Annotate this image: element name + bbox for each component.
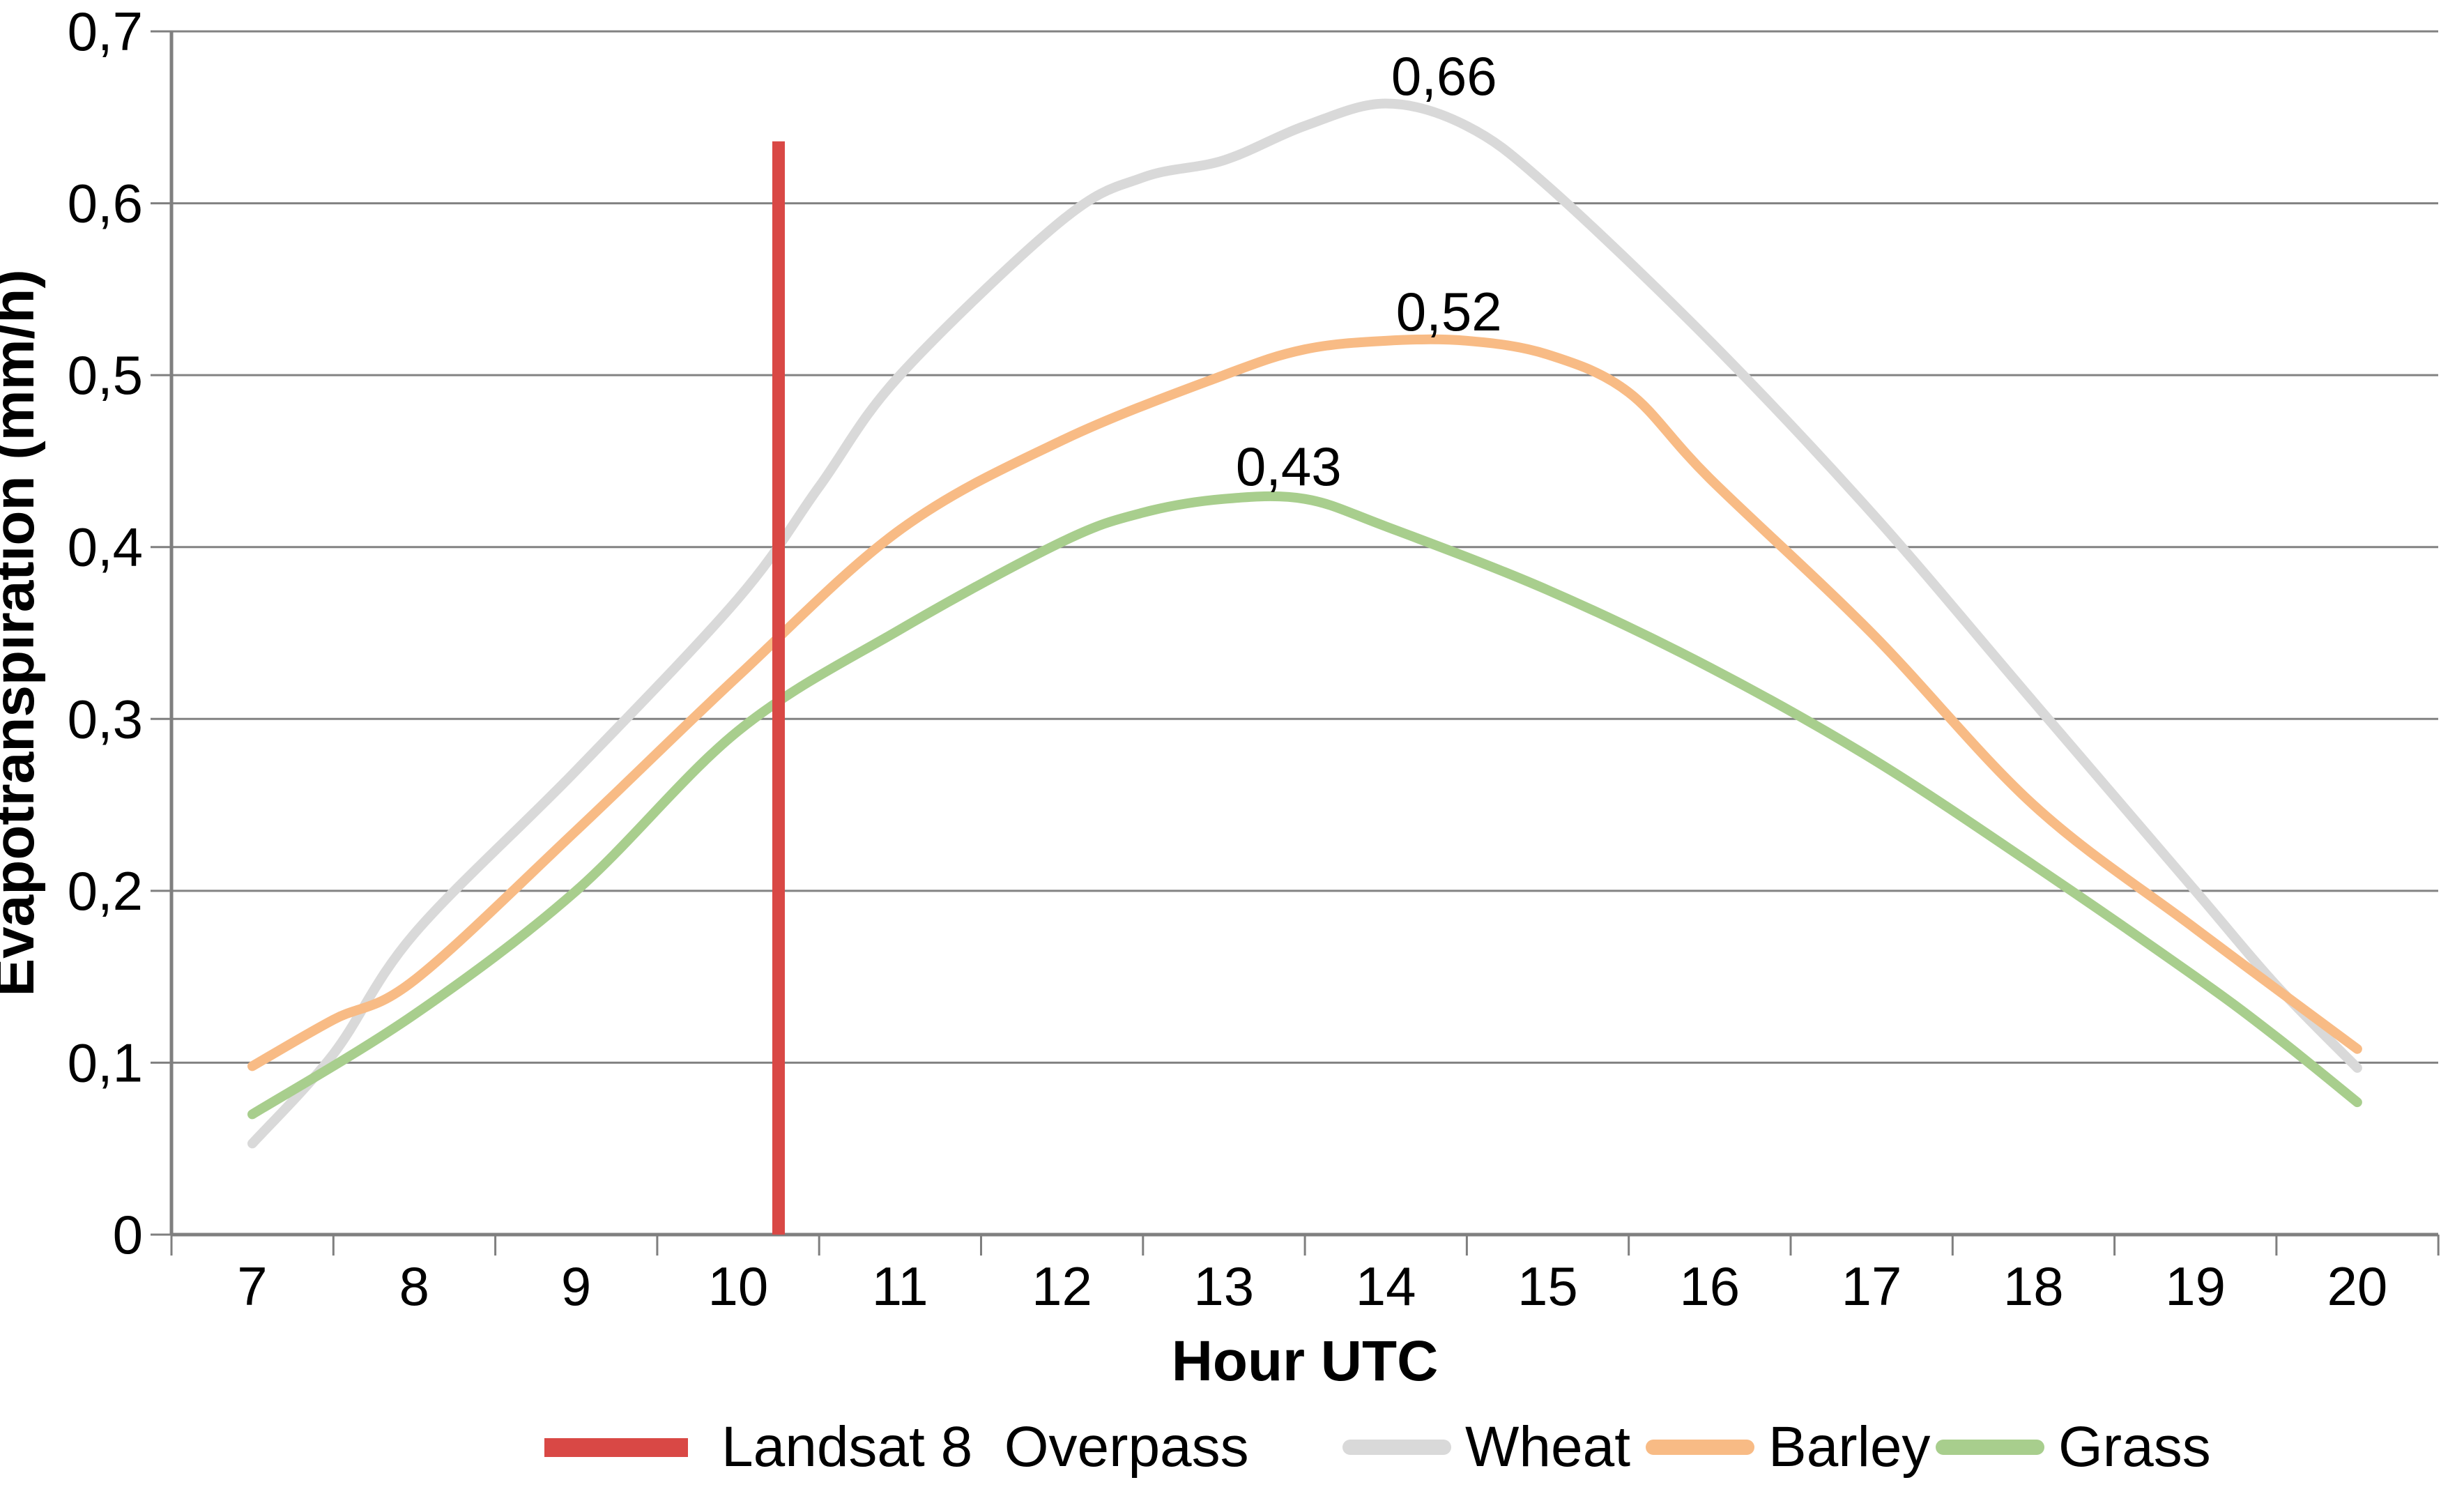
x-tick-label: 9 — [561, 1256, 591, 1317]
x-tick-label: 14 — [1356, 1256, 1416, 1317]
legend-item-landsat-overpass: Landsat 8 Overpass — [544, 1415, 1249, 1479]
grass-swatch — [1936, 1440, 2044, 1455]
x-tick-label: 11 — [872, 1256, 928, 1317]
legend-item-barley: Barley — [1646, 1415, 1930, 1479]
y-tick-label: 0,6 — [68, 173, 143, 234]
x-tick-label: 19 — [2165, 1256, 2226, 1317]
y-tick-label: 0,4 — [68, 517, 143, 578]
x-tick-label: 15 — [1517, 1256, 1578, 1317]
y-tick-label: 0,1 — [68, 1032, 143, 1093]
y-axis-title: Evapotranspiration (mm/h) — [0, 269, 46, 996]
x-tick-label: 16 — [1679, 1256, 1740, 1317]
legend-item-wheat: Wheat — [1342, 1415, 1630, 1479]
data-label-grass-peak: 0,43 — [1236, 436, 1342, 497]
y-tick-label: 0,7 — [68, 1, 143, 62]
barley-curve — [247, 334, 2362, 1071]
y-tick-label: 0 — [113, 1204, 143, 1265]
x-tick-label: 12 — [1032, 1256, 1092, 1317]
data-label-wheat-peak: 0,66 — [1391, 45, 1497, 107]
barley-swatch — [1646, 1440, 1754, 1455]
legend-label-grass: Grass — [2058, 1415, 2211, 1479]
legend-label-barley: Barley — [1768, 1415, 1931, 1479]
x-tick-label: 13 — [1193, 1256, 1254, 1317]
x-tick-label: 17 — [1842, 1256, 1902, 1317]
y-tick-label: 0,5 — [68, 344, 143, 406]
x-tick-label: 20 — [2327, 1256, 2388, 1317]
y-tick-label: 0,2 — [68, 860, 143, 922]
legend-item-grass: Grass — [1936, 1415, 2211, 1479]
grass-curve — [247, 491, 2362, 1120]
legend-label-wheat: Wheat — [1465, 1415, 1630, 1479]
x-axis-title: Hour UTC — [1172, 1329, 1439, 1393]
y-tick-label: 0,3 — [68, 688, 143, 749]
x-tick-label: 10 — [708, 1256, 769, 1317]
data-label-barley-peak: 0,52 — [1396, 281, 1502, 342]
landsat-overpass-swatch — [544, 1437, 688, 1457]
x-tick-label: 8 — [399, 1256, 429, 1317]
wheat-curve — [247, 98, 2362, 1149]
wheat-swatch — [1342, 1440, 1451, 1455]
x-tick-label: 18 — [2003, 1256, 2064, 1317]
x-tick-label: 7 — [237, 1256, 267, 1317]
legend-label-landsat-overpass: Landsat 8 Overpass — [721, 1415, 1249, 1479]
